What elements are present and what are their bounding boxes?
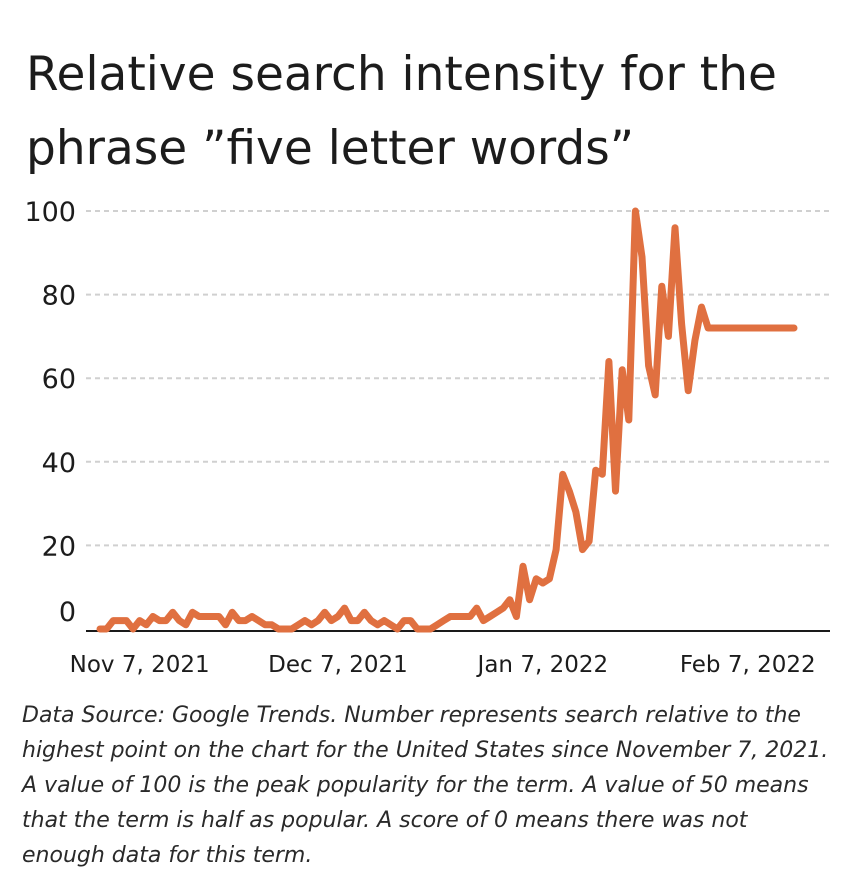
line-chart: 0 20 40 60 80 100 Nov 7, 2021 Dec 7, 2021 Jan 7… bbox=[24, 197, 830, 678]
x-tick-label: Jan 7, 2022 bbox=[476, 652, 609, 678]
x-tick-label: Nov 7, 2021 bbox=[70, 652, 210, 678]
gridlines bbox=[86, 210, 830, 547]
x-tick-label: Feb 7, 2022 bbox=[680, 652, 816, 678]
series-line bbox=[96, 207, 798, 633]
y-tick-label: 0 bbox=[59, 597, 76, 628]
y-tick-label: 100 bbox=[24, 197, 76, 228]
y-tick-label: 60 bbox=[42, 364, 76, 395]
y-tick-label: 80 bbox=[42, 281, 76, 312]
x-tick-label: Dec 7, 2021 bbox=[268, 652, 408, 678]
y-tick-label: 20 bbox=[42, 531, 76, 562]
y-axis-tick-labels: 0 20 40 60 80 100 bbox=[24, 197, 76, 628]
x-axis-tick-labels: Nov 7, 2021 Dec 7, 2021 Jan 7, 2022 Feb 7, … bbox=[70, 652, 816, 678]
chart-title: Relative search intensity for the phrase… bbox=[26, 47, 777, 176]
data-source-note: Data Source: Google Trends. Number repre… bbox=[22, 703, 829, 868]
y-tick-label: 40 bbox=[42, 448, 76, 479]
